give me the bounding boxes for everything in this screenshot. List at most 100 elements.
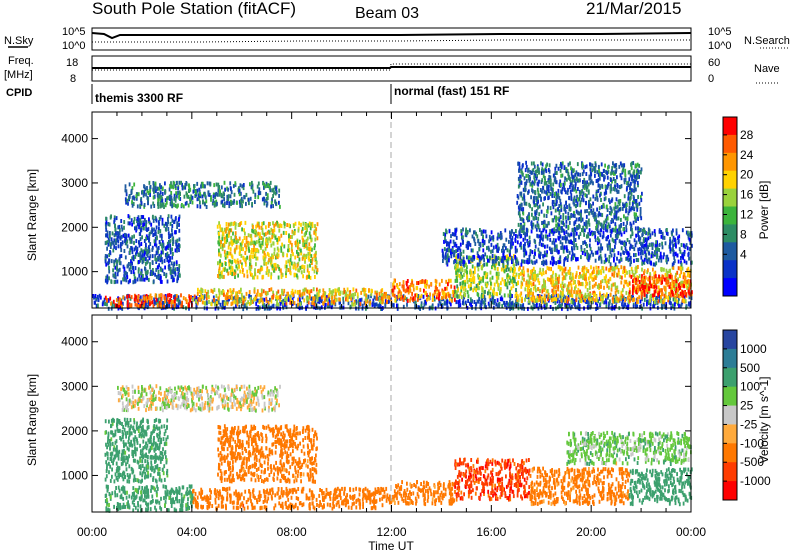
power-cell [219,190,221,195]
power-cell [315,294,317,299]
power-cell [572,233,575,238]
power-cell [94,300,96,305]
power-cell [218,252,221,257]
power-cell [471,299,473,304]
power-cell [479,279,482,284]
power-cell [168,235,170,240]
power-cell [174,294,177,299]
power-cell [438,282,441,287]
power-cell [285,264,288,269]
power-cell [178,248,180,253]
power-cell [161,305,164,310]
power-cell [160,257,163,262]
power-cell [168,302,171,307]
power-cell [146,189,149,194]
power-cell [117,244,120,249]
power-cell [145,236,147,241]
power-cell [684,245,687,249]
power-cell [679,291,682,296]
power-cell [532,286,535,291]
power-cell [306,304,309,308]
power-cell [616,228,619,233]
power-cell [218,290,221,295]
power-cell [473,276,476,281]
power-cell [200,183,203,188]
power-cell [296,273,298,278]
power-cell [551,278,554,283]
power-cell [497,271,500,276]
power-cell [535,288,537,293]
power-cell [238,290,241,295]
power-cell [161,246,164,251]
power-cell [276,240,279,245]
power-cell [581,296,584,301]
power-cell [478,255,481,260]
power-cell [418,295,421,300]
power-cell [139,295,142,300]
power-cell [628,240,631,245]
power-cell [218,266,221,271]
power-cell [273,263,276,267]
power-cell [270,299,273,304]
power-cell [449,302,452,307]
power-cell [507,257,510,262]
power-cell [571,300,574,305]
power-cell [294,272,297,277]
power-cell [171,274,174,279]
power-cell [572,276,575,281]
power-cell [169,239,172,244]
power-cell [249,272,252,277]
power-cell [151,272,153,276]
power-cell [462,280,465,285]
power-cell [539,234,541,239]
power-cell [207,289,210,294]
power-cell [508,239,510,244]
power-cell [578,304,581,309]
power-cell [477,273,479,278]
power-cell [230,296,233,301]
power-cell [163,258,166,263]
power-cell [272,241,275,246]
power-cell [110,279,113,284]
power-cell [243,303,246,308]
power-cell [172,242,174,246]
power-cell [466,290,469,295]
power-cell [112,248,115,253]
power-cell [688,279,690,284]
power-cell [200,293,203,298]
power-cell [649,280,651,285]
power-cell [204,202,206,207]
power-cell [469,273,472,278]
power-cell [608,285,610,290]
power-cell [124,184,127,189]
power-cell [232,222,235,226]
power-cell [217,296,220,301]
power-cell [474,266,476,271]
power-cell [330,290,333,295]
power-cell [171,204,174,209]
power-cell [241,239,244,244]
power-cell [548,277,551,282]
power-cell [321,299,323,304]
power-cell [315,250,317,255]
power-cell [313,302,316,307]
power-cell [151,229,154,233]
power-cell [669,274,672,279]
power-cell [319,298,321,303]
power-cell [552,231,555,236]
power-cell [683,249,686,254]
power-cell [618,231,620,236]
power-cell [542,278,545,283]
power-cell [126,239,129,244]
power-cell [127,233,130,238]
power-cell [135,246,138,251]
power-cell [179,301,182,306]
power-cell [111,303,114,308]
power-cell [140,301,143,306]
power-cell [444,293,446,298]
power-cell [579,274,582,279]
power-cell [120,219,123,223]
power-cell [494,263,496,268]
power-cell [173,304,176,309]
power-cell [118,258,121,263]
